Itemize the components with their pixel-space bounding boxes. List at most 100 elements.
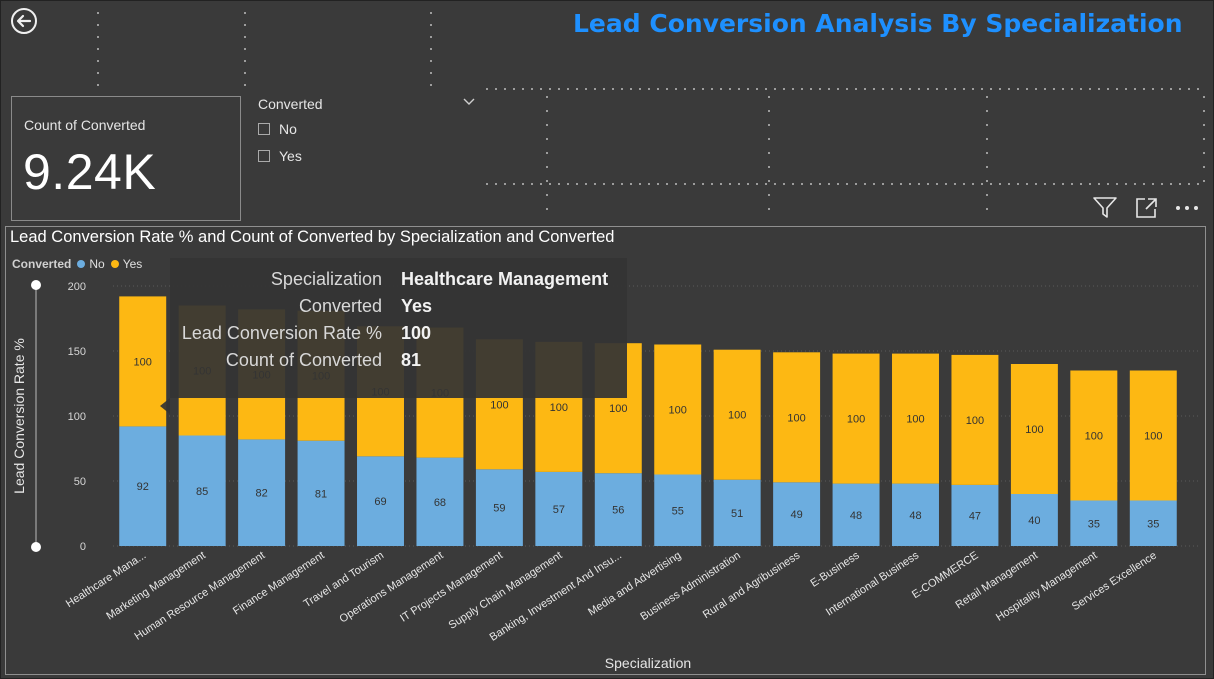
data-label-no: 92 (137, 481, 149, 493)
x-axis-title: Specialization (605, 655, 691, 671)
tooltip-value: Yes (401, 296, 433, 316)
tooltip-key: Specialization (270, 269, 382, 289)
x-tick-label: Hospitality Management (994, 549, 1100, 623)
data-label-no: 48 (909, 510, 921, 522)
legend-dot-no (77, 260, 86, 268)
bar-no (535, 471, 583, 546)
bar-no (1129, 500, 1177, 546)
back-arrow-icon[interactable] (10, 7, 38, 35)
stacked-bar-chart-visual[interactable]: Lead Conversion Rate % and Count of Conv… (5, 226, 1206, 675)
y-tick-label: 100 (68, 411, 86, 423)
bar-no (1070, 500, 1118, 546)
data-label-yes: 100 (609, 403, 627, 415)
bar-no (475, 469, 523, 546)
data-label-no: 47 (969, 510, 981, 522)
slicer-option-no[interactable]: No (258, 121, 297, 137)
bar-no (951, 484, 999, 546)
data-label-no: 51 (731, 508, 743, 520)
more-options-icon[interactable] (1174, 196, 1200, 220)
data-label-no: 81 (315, 488, 327, 500)
data-label-no: 49 (790, 509, 802, 521)
kpi-label: Count of Converted (24, 117, 146, 133)
data-label-yes: 100 (669, 405, 687, 417)
tooltip-value: 100 (401, 323, 432, 343)
tooltip-pointer (160, 398, 170, 414)
bar-yes (773, 352, 821, 483)
y-range-slider-handle-top[interactable] (31, 280, 41, 290)
bar-yes (892, 353, 939, 484)
tooltip-key: Lead Conversion Rate % (181, 323, 382, 343)
slicer-title: Converted (258, 96, 323, 112)
x-tick-label: IT Projects Management (398, 549, 505, 624)
filter-icon[interactable] (1092, 196, 1118, 220)
data-label-no: 68 (434, 497, 446, 509)
data-label-no: 57 (553, 504, 565, 516)
chart-tooltip: Specialization Healthcare Management Conve… (160, 258, 627, 414)
data-label-no: 69 (374, 496, 386, 508)
data-label-no: 55 (672, 505, 684, 517)
bar-no (119, 426, 167, 546)
x-tick-label: Operations Management (337, 549, 445, 625)
bar-no (832, 483, 880, 546)
data-label-no: 56 (612, 505, 624, 517)
legend-item-no[interactable]: No (89, 257, 105, 271)
tooltip-row: Converted Yes (170, 296, 627, 320)
bar-yes (951, 354, 999, 485)
bar-no (773, 482, 821, 546)
bar-no (594, 473, 642, 546)
y-tick-label: 50 (74, 476, 86, 488)
bar-no (1010, 494, 1058, 546)
checkbox[interactable] (258, 123, 270, 135)
bar-no (416, 457, 464, 546)
data-label-no: 48 (850, 510, 862, 522)
y-tick-label: 200 (68, 281, 86, 293)
legend-item-yes[interactable]: Yes (122, 257, 143, 271)
data-label-no: 59 (493, 503, 505, 515)
data-label-no: 35 (1088, 518, 1100, 530)
focus-mode-icon[interactable] (1134, 196, 1160, 220)
tooltip-row: Lead Conversion Rate % 100 (170, 323, 627, 347)
bar-yes (1129, 370, 1177, 501)
checkbox[interactable] (258, 150, 270, 162)
data-label-yes: 100 (134, 356, 152, 368)
chevron-down-icon[interactable] (463, 98, 475, 106)
bar-yes (1010, 364, 1058, 494)
y-tick-label: 150 (68, 346, 86, 358)
slicer-option-yes[interactable]: Yes (258, 148, 302, 164)
data-label-yes: 100 (1025, 424, 1043, 436)
y-axis-title: Lead Conversion Rate % (11, 338, 27, 494)
chart-legend: Converted No Yes (12, 257, 144, 271)
data-label-no: 85 (196, 486, 208, 498)
bar-no (713, 479, 761, 546)
x-tick-label: Rural and Agribusiness (701, 549, 803, 621)
bar-no (297, 440, 345, 546)
slicer-option-label: No (279, 121, 297, 137)
bar-yes (119, 296, 167, 427)
bar-no (892, 483, 939, 546)
legend-title: Converted (12, 257, 72, 271)
tooltip-key: Converted (298, 296, 382, 316)
tooltip-value: Healthcare Management (401, 269, 609, 289)
tooltip-value: 81 (401, 350, 422, 370)
y-range-slider-handle-bottom[interactable] (31, 542, 41, 552)
x-tick-label: Business Administration (638, 549, 742, 623)
data-label-no: 35 (1147, 518, 1159, 530)
data-label-yes: 100 (847, 414, 865, 426)
data-label-yes: 100 (550, 402, 568, 414)
kpi-value: 9.24K (23, 144, 157, 200)
legend-dot-yes (110, 260, 119, 268)
x-tick-label: Supply Chain Management (447, 549, 565, 631)
kpi-card[interactable]: Count of Converted 9.24K (11, 96, 241, 221)
tooltip-row: Specialization Healthcare Management (170, 269, 627, 293)
data-label-no: 82 (255, 488, 267, 500)
data-label-yes: 100 (906, 414, 924, 426)
bar-yes (832, 353, 880, 484)
data-label-yes: 100 (490, 399, 508, 411)
bar-no (178, 435, 226, 546)
y-tick-label: 0 (80, 541, 86, 553)
data-label-yes: 100 (787, 412, 805, 424)
bar-no (654, 474, 702, 546)
bar-no (238, 439, 286, 546)
chart-title: Lead Conversion Rate % and Count of Conv… (10, 228, 615, 246)
